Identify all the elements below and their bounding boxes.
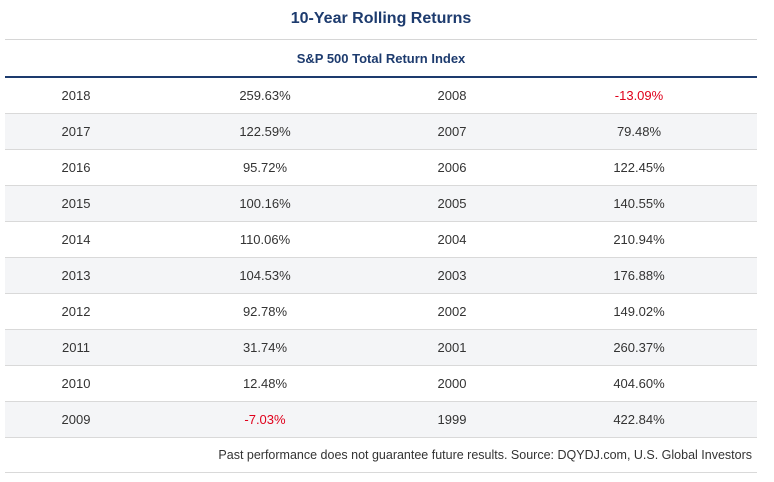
year-cell: 2007 bbox=[383, 113, 521, 150]
table-row: 2018 259.63% 2008 -13.09% bbox=[5, 78, 757, 114]
return-cell: 260.37% bbox=[521, 329, 757, 366]
year-cell: 2009 bbox=[5, 401, 147, 438]
return-cell: 95.72% bbox=[147, 149, 383, 186]
return-cell: 79.48% bbox=[521, 113, 757, 150]
year-cell: 2015 bbox=[5, 185, 147, 222]
return-cell: 422.84% bbox=[521, 401, 757, 438]
year-cell: 2014 bbox=[5, 221, 147, 258]
returns-panel: 10-Year Rolling Returns S&P 500 Total Re… bbox=[5, 0, 757, 473]
return-cell: 149.02% bbox=[521, 293, 757, 330]
year-cell: 1999 bbox=[383, 401, 521, 438]
table-row: 2013 104.53% 2003 176.88% bbox=[5, 257, 757, 294]
subtitle: S&P 500 Total Return Index bbox=[5, 40, 757, 78]
table-row: 2010 12.48% 2000 404.60% bbox=[5, 365, 757, 402]
return-cell: 176.88% bbox=[521, 257, 757, 294]
return-cell: -7.03% bbox=[147, 401, 383, 438]
return-cell: 210.94% bbox=[521, 221, 757, 258]
year-cell: 2000 bbox=[383, 365, 521, 402]
return-cell: 122.45% bbox=[521, 149, 757, 186]
table-row: 2012 92.78% 2002 149.02% bbox=[5, 293, 757, 330]
year-cell: 2013 bbox=[5, 257, 147, 294]
table-row: 2009 -7.03% 1999 422.84% bbox=[5, 401, 757, 438]
return-cell: 104.53% bbox=[147, 257, 383, 294]
return-cell: 140.55% bbox=[521, 185, 757, 222]
year-cell: 2004 bbox=[383, 221, 521, 258]
return-cell: 110.06% bbox=[147, 221, 383, 258]
return-cell: 92.78% bbox=[147, 293, 383, 330]
table-row: 2011 31.74% 2001 260.37% bbox=[5, 329, 757, 366]
return-cell: 12.48% bbox=[147, 365, 383, 402]
year-cell: 2010 bbox=[5, 365, 147, 402]
year-cell: 2016 bbox=[5, 149, 147, 186]
return-cell: 259.63% bbox=[147, 78, 383, 114]
year-cell: 2017 bbox=[5, 113, 147, 150]
year-cell: 2008 bbox=[383, 78, 521, 114]
year-cell: 2002 bbox=[383, 293, 521, 330]
return-cell: 404.60% bbox=[521, 365, 757, 402]
return-cell: 31.74% bbox=[147, 329, 383, 366]
year-cell: 2006 bbox=[383, 149, 521, 186]
year-cell: 2003 bbox=[383, 257, 521, 294]
year-cell: 2018 bbox=[5, 78, 147, 114]
footnote: Past performance does not guarantee futu… bbox=[5, 438, 757, 473]
table-row: 2014 110.06% 2004 210.94% bbox=[5, 221, 757, 258]
return-cell: 100.16% bbox=[147, 185, 383, 222]
returns-table: 2018 259.63% 2008 -13.09% 2017 122.59% 2007 79.… bbox=[5, 78, 757, 438]
return-cell: 122.59% bbox=[147, 113, 383, 150]
year-cell: 2001 bbox=[383, 329, 521, 366]
table-row: 2015 100.16% 2005 140.55% bbox=[5, 185, 757, 222]
table-row: 2017 122.59% 2007 79.48% bbox=[5, 113, 757, 150]
year-cell: 2012 bbox=[5, 293, 147, 330]
title: 10-Year Rolling Returns bbox=[5, 0, 757, 40]
year-cell: 2005 bbox=[383, 185, 521, 222]
year-cell: 2011 bbox=[5, 329, 147, 366]
table-row: 2016 95.72% 2006 122.45% bbox=[5, 149, 757, 186]
return-cell: -13.09% bbox=[521, 78, 757, 114]
